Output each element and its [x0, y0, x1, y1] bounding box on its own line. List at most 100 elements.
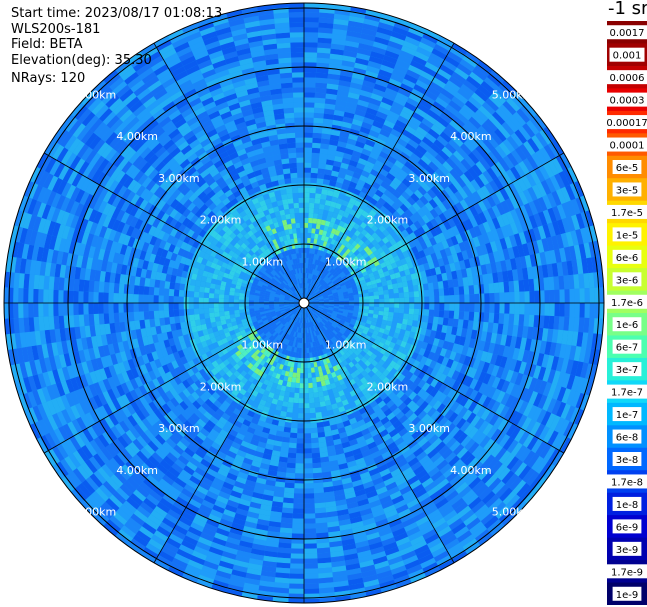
range-gate-cell [381, 266, 389, 273]
range-gate-cell [354, 236, 362, 244]
range-gate-cell [294, 473, 304, 479]
range-gate-cell [445, 104, 459, 116]
range-gate-cell [346, 265, 353, 271]
range-gate-cell [325, 286, 331, 291]
range-gate-cell [386, 82, 400, 93]
range-gate-cell [537, 196, 548, 212]
range-gate-cell [347, 25, 363, 34]
range-gate-cell [418, 172, 429, 183]
range-gate-cell [358, 191, 367, 199]
range-gate-cell [361, 121, 373, 130]
range-gate-cell [348, 15, 365, 24]
range-gate-cell [377, 246, 384, 254]
range-gate-cell [370, 321, 377, 327]
range-gate-cell [304, 22, 319, 28]
range-gate-cell [289, 437, 297, 444]
range-gate-cell [391, 262, 398, 269]
range-gate-cell [312, 142, 321, 149]
range-gate-cell [331, 277, 337, 283]
range-gate-cell [311, 269, 315, 275]
range-gate-cell [304, 558, 318, 564]
range-gate-cell [285, 472, 296, 479]
range-gate-cell [468, 116, 482, 130]
range-gate-cell [574, 303, 580, 318]
range-gate-cell [329, 283, 335, 288]
range-gate-cell [348, 305, 355, 309]
range-gate-cell [405, 217, 414, 227]
range-gate-cell [296, 367, 301, 374]
range-gate-cell [306, 278, 308, 284]
range-gate-cell [410, 152, 421, 163]
range-gate-cell [291, 528, 304, 534]
range-gate-cell [336, 177, 345, 184]
range-gate-cell [329, 255, 335, 261]
range-gate-cell [296, 433, 304, 439]
range-gate-cell [487, 273, 494, 284]
range-gate-cell [326, 271, 331, 277]
range-gate-cell [357, 99, 370, 108]
range-gate-cell [367, 102, 380, 112]
range-gate-cell [374, 303, 380, 307]
range-gate-cell [413, 220, 422, 230]
range-gate-cell [377, 197, 387, 206]
range-gate-cell [528, 228, 537, 242]
range-gate-cell [426, 85, 441, 97]
range-gate-cell [464, 207, 474, 219]
range-gate-cell [342, 311, 349, 315]
range-gate-cell [326, 190, 334, 197]
range-gate-cell [322, 257, 327, 263]
range-gate-cell [308, 392, 314, 399]
range-gate-cell [422, 66, 437, 78]
range-gate-cell [372, 88, 385, 97]
range-gate-cell [348, 238, 355, 245]
range-gate-cell [339, 282, 346, 287]
range-gate-cell [378, 290, 384, 296]
range-gate-cell [304, 473, 314, 479]
range-gate-cell [304, 232, 308, 238]
range-gate-cell [283, 492, 295, 499]
range-gate-cell [392, 177, 402, 187]
range-gate-cell [396, 155, 408, 166]
range-gate-cell [530, 116, 544, 133]
range-gate-cell [579, 288, 585, 303]
range-gate-cell [363, 292, 369, 297]
range-gate-cell [363, 309, 369, 314]
range-gate-cell [304, 32, 319, 38]
range-gate-cell [386, 185, 396, 194]
range-gate-cell [411, 111, 425, 123]
range-gate-cell [488, 252, 496, 264]
range-gate-cell [317, 277, 322, 283]
range-gate-cell [374, 221, 383, 229]
range-gate-cell [313, 299, 319, 302]
range-gate-cell [321, 268, 326, 274]
range-gate-cell [336, 248, 343, 255]
range-gate-cell [412, 202, 421, 212]
range-gate-cell [429, 303, 435, 310]
range-gate-cell [332, 271, 338, 277]
range-gate-cell [315, 188, 323, 195]
range-gate-cell [489, 303, 495, 313]
range-gate-cell [541, 354, 550, 368]
range-gate-cell [309, 412, 317, 419]
range-gate-cell [576, 331, 584, 347]
range-gate-cell [421, 276, 428, 285]
range-gate-cell [310, 268, 314, 274]
range-gate-cell [428, 261, 435, 270]
range-gate-cell [382, 315, 389, 321]
range-gate-cell [290, 563, 304, 569]
range-gate-cell [367, 173, 377, 182]
range-gate-cell [484, 303, 490, 313]
range-gate-cell [326, 279, 332, 285]
range-gate-cell [516, 268, 524, 281]
range-gate-cell [461, 345, 469, 356]
range-gate-cell [477, 234, 486, 246]
range-gate-cell [449, 334, 457, 344]
range-gate-cell [392, 26, 409, 37]
range-gate-cell [385, 115, 398, 125]
range-gate-cell [494, 303, 500, 314]
range-gate-cell [447, 217, 456, 228]
range-gate-cell [360, 321, 366, 327]
range-gate-cell [512, 180, 523, 194]
range-gate-cell [424, 239, 433, 248]
range-gate-cell [296, 443, 304, 449]
